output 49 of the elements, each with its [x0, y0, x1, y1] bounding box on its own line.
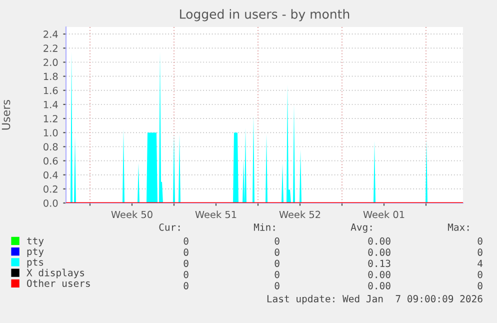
y-tick-label: 1.4	[44, 101, 58, 108]
x-tick-label: Week 51	[195, 210, 236, 218]
y-tick-label: 0.4	[44, 171, 58, 179]
text: 0.13	[368, 260, 390, 268]
y-tick-label: 2.4	[44, 30, 58, 38]
y-tick-label: 1.8	[44, 72, 58, 80]
legend-label: pts	[27, 258, 44, 268]
text: 0	[274, 282, 280, 290]
y-tick-label: 2.2	[44, 44, 58, 52]
text: Avg:	[350, 224, 372, 233]
y-tick-label: 2.0	[44, 58, 58, 66]
chart-title: Logged in users - by month	[180, 9, 350, 22]
text: 0	[478, 248, 482, 256]
text: 0	[184, 270, 188, 278]
text: 0	[274, 248, 280, 256]
x-tick-label: Week 50	[111, 210, 152, 218]
text: 0	[184, 237, 188, 245]
text: Min:	[254, 223, 275, 231]
text: Max:	[448, 224, 469, 231]
legend-label: X displays	[26, 268, 84, 278]
x-tick-label: Week 52	[279, 210, 320, 218]
text: 0	[274, 260, 280, 268]
text: 0	[184, 248, 188, 256]
text: 0	[274, 237, 280, 245]
y-tick-label: 1.2	[44, 115, 58, 122]
text: 0.00	[368, 282, 390, 290]
y-axis-title: Users	[2, 100, 10, 130]
text: 4	[478, 260, 483, 267]
y-tick-label: 0.8	[44, 143, 58, 151]
text: 0.00	[368, 237, 390, 245]
text: 0.00	[368, 248, 390, 256]
legend-label: pty	[27, 248, 44, 257]
text: Last update: Wed Jan 7 09:00:09 2026	[267, 294, 482, 304]
x-tick-label: Week 01	[363, 210, 404, 218]
text: 0	[478, 270, 482, 278]
text: Cur:	[159, 223, 180, 231]
text: 0	[184, 282, 188, 290]
legend-label: tty	[27, 238, 44, 246]
y-tick-label: 1.6	[44, 86, 58, 94]
text: 0	[478, 282, 482, 290]
y-tick-label: 0.0	[44, 199, 58, 207]
y-tick-label: 1.0	[44, 129, 58, 136]
y-tick-label: 0.2	[44, 185, 58, 193]
text: 0	[274, 270, 280, 278]
y-tick-label: 0.6	[44, 157, 58, 165]
text: 0	[184, 260, 188, 268]
legend-label: Other users	[27, 279, 90, 287]
text: 0.00	[368, 270, 390, 278]
text: 0	[478, 237, 482, 245]
